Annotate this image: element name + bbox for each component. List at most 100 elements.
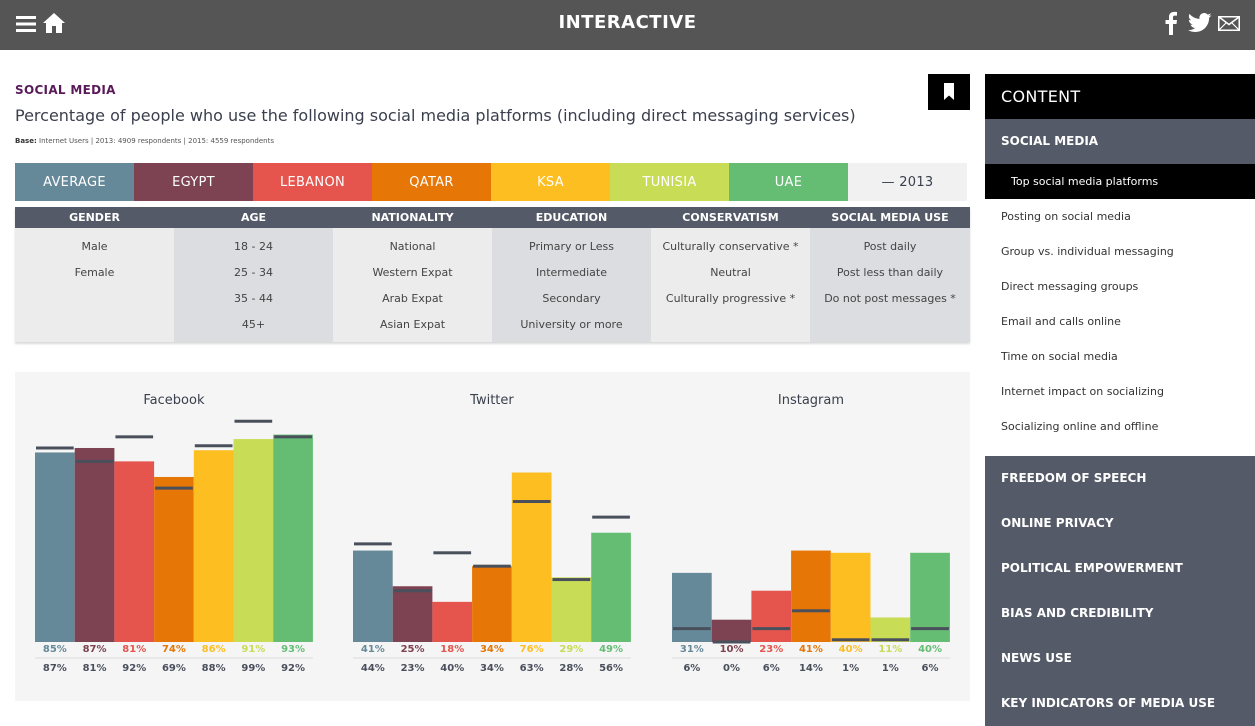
- data-label-2013: 69%: [162, 663, 186, 674]
- filter-option-male[interactable]: Male: [81, 240, 108, 253]
- bar-2015: [233, 439, 274, 642]
- home-icon[interactable]: [42, 12, 66, 38]
- base-label: Base:: [15, 137, 37, 145]
- sidebar-group-news-use[interactable]: NEWS USE: [985, 636, 1255, 681]
- sidebar-group-political-empowerment[interactable]: POLITICAL EMPOWERMENT: [985, 546, 1255, 591]
- data-label-2015: 25%: [401, 644, 425, 655]
- filter-option-post-daily[interactable]: Post daily: [863, 240, 917, 253]
- data-label-2013: 63%: [520, 663, 544, 674]
- sidebar-item-direct-messaging[interactable]: Direct messaging groups: [985, 269, 1255, 304]
- filter-option-18-24[interactable]: 18 - 24: [234, 240, 273, 253]
- data-label-2013: 0%: [723, 663, 740, 674]
- sidebar-subitems: Top social media platforms Posting on so…: [985, 164, 1255, 456]
- tab-uae[interactable]: UAE: [729, 163, 848, 201]
- data-label-2015: 85%: [43, 644, 67, 655]
- filter-option-do-not-post[interactable]: Do not post messages *: [824, 292, 956, 305]
- data-label-2015: 34%: [480, 644, 504, 655]
- data-label-2013: 6%: [922, 663, 939, 674]
- bar-2015: [353, 550, 393, 642]
- data-label-2015: 41%: [361, 644, 385, 655]
- chart-group-title: Twitter: [469, 393, 514, 408]
- filter-head: AGE: [174, 207, 333, 228]
- filter-option-university[interactable]: University or more: [520, 318, 623, 331]
- marker-2013: [871, 638, 910, 642]
- base-text: Internet Users | 2013: 4909 respondents …: [39, 137, 274, 145]
- email-icon[interactable]: [1218, 16, 1240, 35]
- filter-option-25-34[interactable]: 25 - 34: [234, 266, 273, 279]
- bookmark-icon: [944, 83, 954, 100]
- sidebar-group-social-media[interactable]: SOCIAL MEDIA: [985, 119, 1255, 164]
- filter-option-35-44[interactable]: 35 - 44: [234, 292, 273, 305]
- bar-2015: [273, 434, 313, 642]
- filter-option-neutral[interactable]: Neutral: [710, 266, 751, 279]
- sidebar-item-email-calls[interactable]: Email and calls online: [985, 304, 1255, 339]
- sidebar-group-bias-credibility[interactable]: BIAS AND CREDIBILITY: [985, 591, 1255, 636]
- filter-table: GENDER Male Female AGE 18 - 24 25 - 34 3…: [15, 207, 970, 342]
- tab-qatar[interactable]: QATAR: [372, 163, 491, 201]
- filter-option-secondary[interactable]: Secondary: [542, 292, 601, 305]
- filter-option-conservative[interactable]: Culturally conservative *: [662, 240, 799, 253]
- menu-icon[interactable]: [16, 15, 36, 37]
- data-label-2013: 81%: [83, 663, 107, 674]
- tab-egypt[interactable]: EGYPT: [134, 163, 253, 201]
- bar-2015: [74, 447, 115, 642]
- data-label-2015: 76%: [520, 644, 544, 655]
- tab-average[interactable]: AVERAGE: [15, 163, 134, 201]
- filter-option-asian-expat[interactable]: Asian Expat: [379, 318, 446, 331]
- data-label-2015: 81%: [122, 644, 146, 655]
- data-label-2013: 6%: [683, 663, 700, 674]
- bar-2015: [791, 550, 831, 642]
- bar-2015: [751, 590, 792, 642]
- sidebar-item-time-on-social[interactable]: Time on social media: [985, 339, 1255, 374]
- data-label-2015: 91%: [241, 644, 265, 655]
- filter-option-45-plus[interactable]: 45+: [241, 318, 266, 331]
- sidebar-item-internet-impact[interactable]: Internet impact on socializing: [985, 374, 1255, 409]
- data-label-2015: 49%: [599, 644, 623, 655]
- data-label-2013: 6%: [763, 663, 780, 674]
- marker-2013: [712, 640, 751, 644]
- bar-2015: [472, 566, 512, 642]
- sidebar-group-key-indicators[interactable]: KEY INDICATORS OF MEDIA USE: [985, 681, 1255, 726]
- sidebar-item-top-platforms[interactable]: Top social media platforms: [985, 164, 1255, 199]
- sidebar-item-group-vs-individual[interactable]: Group vs. individual messaging: [985, 234, 1255, 269]
- filter-option-post-less-than-daily[interactable]: Post less than daily: [836, 266, 944, 279]
- section-label: SOCIAL MEDIA: [15, 83, 116, 97]
- facebook-icon[interactable]: [1164, 11, 1178, 39]
- bar-2015: [35, 452, 75, 642]
- filter-option-primary[interactable]: Primary or Less: [529, 240, 614, 253]
- year-2013-toggle[interactable]: — 2013: [848, 163, 967, 201]
- bookmark-button[interactable]: [928, 74, 970, 110]
- filter-option-western-expat[interactable]: Western Expat: [372, 266, 453, 279]
- sidebar-item-socializing[interactable]: Socializing online and offline: [985, 409, 1255, 444]
- chart-group-title: Instagram: [778, 393, 844, 408]
- bar-2015: [193, 450, 234, 642]
- marker-2013: [393, 589, 432, 593]
- data-label-2015: 86%: [202, 644, 226, 655]
- bar-2015: [551, 577, 592, 642]
- marker-2013: [673, 627, 711, 631]
- filter-education: EDUCATION Primary or Less Intermediate S…: [492, 207, 651, 342]
- filter-option-female[interactable]: Female: [74, 266, 115, 279]
- data-label-2013: 99%: [241, 663, 265, 674]
- sidebar-item-posting[interactable]: Posting on social media: [985, 199, 1255, 234]
- tab-tunisia[interactable]: TUNISIA: [610, 163, 729, 201]
- marker-2013: [115, 435, 154, 439]
- data-label-2015: 41%: [799, 644, 823, 655]
- sidebar: CONTENT SOCIAL MEDIA Top social media pl…: [985, 74, 1255, 726]
- filter-option-arab-expat[interactable]: Arab Expat: [382, 292, 443, 305]
- sidebar-group-freedom-of-speech[interactable]: FREEDOM OF SPEECH: [985, 456, 1255, 501]
- twitter-icon[interactable]: [1188, 13, 1212, 37]
- sidebar-group-online-privacy[interactable]: ONLINE PRIVACY: [985, 501, 1255, 546]
- marker-2013: [36, 446, 74, 450]
- filter-option-intermediate[interactable]: Intermediate: [536, 266, 607, 279]
- filter-head: SOCIAL MEDIA USE: [810, 207, 970, 228]
- tab-lebanon[interactable]: LEBANON: [253, 163, 372, 201]
- tab-ksa[interactable]: KSA: [491, 163, 610, 201]
- filter-option-progressive[interactable]: Culturally progressive *: [665, 292, 796, 305]
- data-label-2013: 14%: [799, 663, 823, 674]
- bar-2015: [511, 472, 552, 642]
- data-label-2015: 18%: [440, 644, 464, 655]
- data-label-2013: 92%: [122, 663, 146, 674]
- filter-option-national[interactable]: National: [389, 240, 436, 253]
- marker-2013: [831, 638, 870, 642]
